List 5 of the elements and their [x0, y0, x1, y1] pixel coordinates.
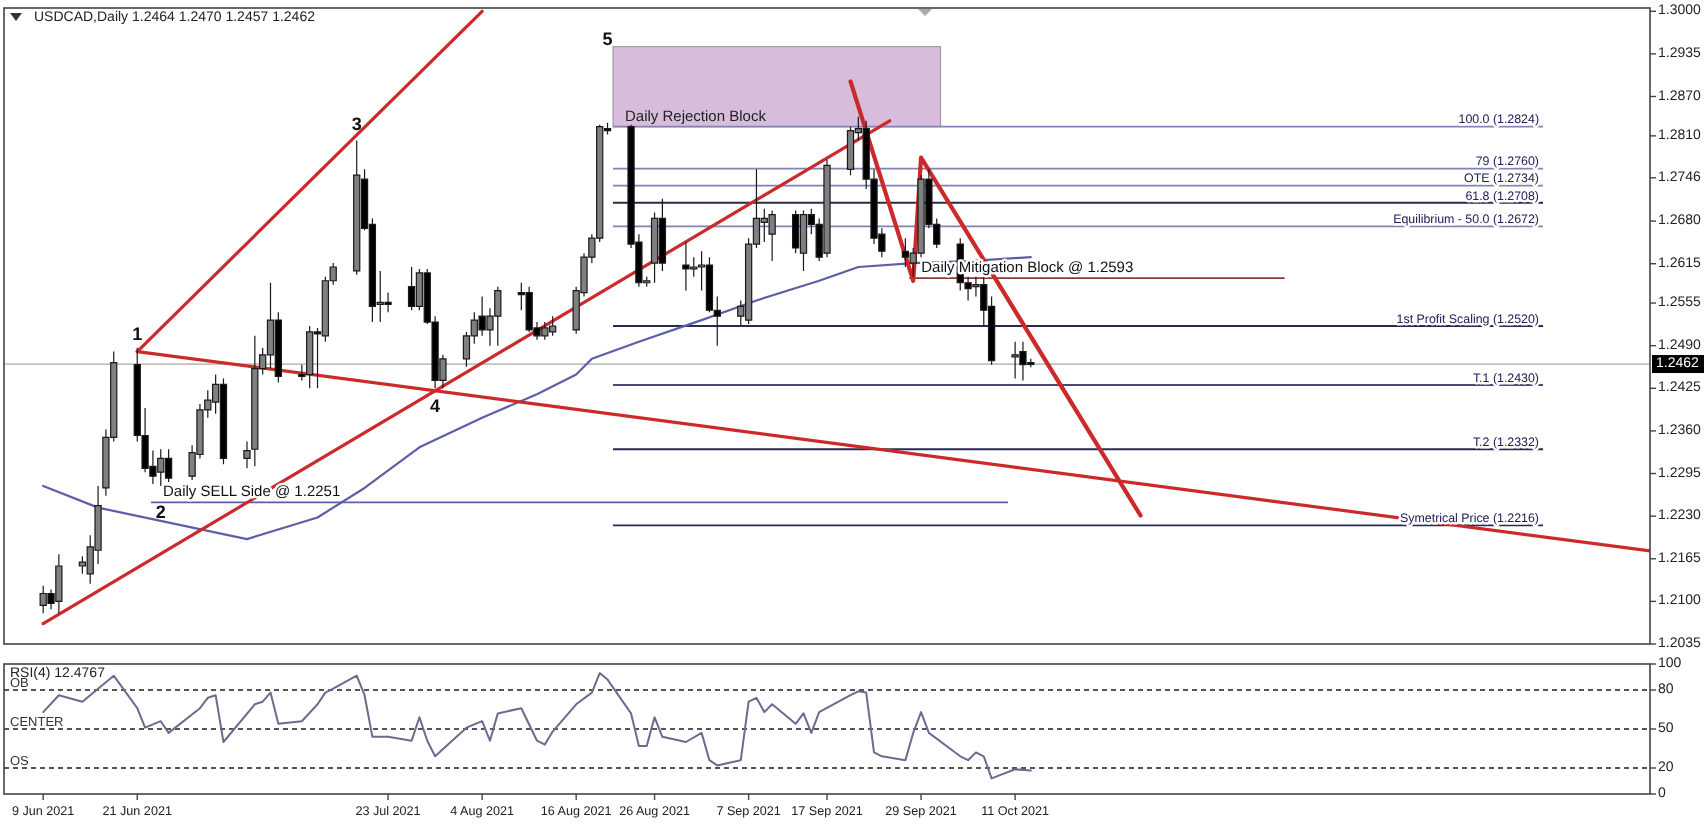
annotation: 4 [430, 396, 441, 417]
annotation: 5 [602, 28, 613, 49]
annotation: 1 [132, 323, 143, 344]
annotation: 2 [155, 501, 166, 522]
annotation: 3 [351, 114, 362, 135]
